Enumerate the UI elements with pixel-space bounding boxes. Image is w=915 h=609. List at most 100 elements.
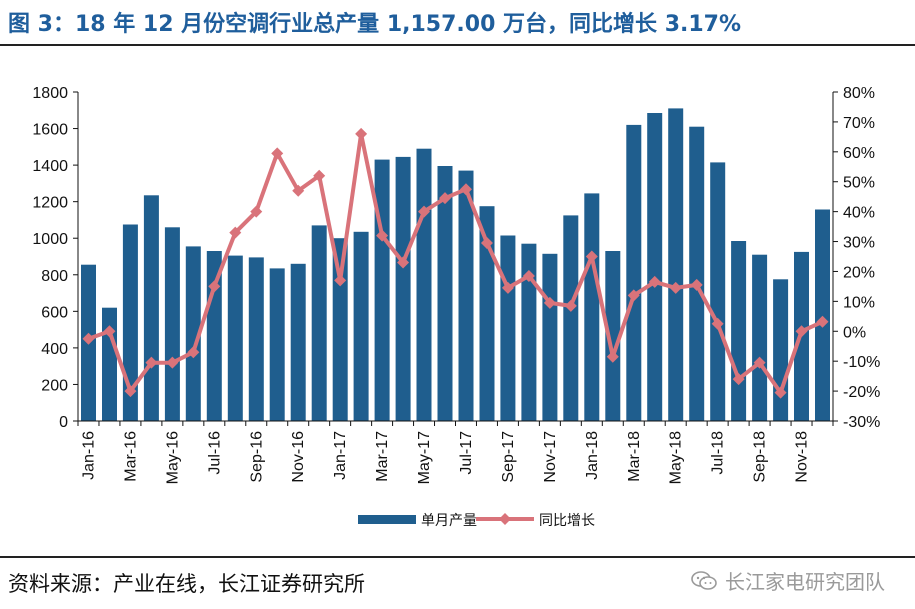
line-point (124, 385, 137, 398)
bar (563, 215, 579, 421)
line-point (795, 325, 808, 338)
line-point (774, 386, 787, 399)
x-tick-label: Jul-16 (206, 431, 223, 475)
line-point (439, 192, 452, 205)
line-point (334, 274, 347, 287)
line-point (418, 205, 431, 218)
line-series (82, 127, 829, 399)
y-right-tick-label: 60% (843, 145, 875, 162)
bar (731, 241, 747, 421)
y-right-tick-label: 70% (843, 115, 875, 132)
bar (710, 162, 726, 421)
y-right-tick-label: -30% (843, 414, 880, 431)
x-tick-label: Nov-16 (290, 431, 307, 483)
bar (437, 166, 453, 421)
y-right-tick-label: 30% (843, 235, 875, 252)
x-tick-label: May-18 (668, 431, 685, 484)
x-tick-label: Mar-16 (122, 431, 139, 482)
bar (353, 231, 369, 421)
bar (290, 263, 306, 421)
y-left-tick-label: 600 (41, 304, 68, 321)
bar (584, 193, 600, 421)
bar (395, 156, 411, 421)
bar (500, 235, 516, 421)
y-left-tick-label: 1200 (32, 195, 68, 212)
line-point (648, 275, 661, 288)
x-tick-label: Sep-16 (248, 431, 265, 483)
y-left-tick-label: 200 (41, 377, 68, 394)
line-point (564, 299, 577, 312)
wechat-icon (691, 570, 717, 590)
line-point (501, 281, 514, 294)
line-point (711, 317, 724, 330)
line-point (397, 256, 410, 269)
bar (227, 255, 243, 421)
bar (542, 253, 558, 421)
y-right-tick-label: 50% (843, 175, 875, 192)
bar (311, 225, 327, 421)
line-point (271, 147, 284, 160)
legend: 单月产量 同比增长 (358, 513, 595, 529)
bar (122, 224, 138, 421)
bar (479, 206, 495, 421)
bar (332, 238, 348, 421)
bar (605, 251, 621, 421)
bar (416, 148, 432, 421)
bar (458, 170, 474, 421)
line-point (459, 183, 472, 196)
y-left-tick-label: 800 (41, 268, 68, 285)
watermark: 长江家电研究团队 (691, 566, 885, 595)
line-point (627, 289, 640, 302)
line-point (585, 250, 598, 263)
line-point (606, 350, 619, 363)
x-tick-label: Jan-17 (332, 431, 349, 480)
x-tick-label: Jan-16 (80, 431, 97, 480)
bar (269, 268, 285, 421)
line-point (522, 269, 535, 282)
line-point (103, 325, 116, 338)
title-divider (0, 44, 915, 46)
y-right-tick-label: 20% (843, 264, 875, 281)
bar (143, 195, 159, 421)
line-point (208, 280, 221, 293)
bar (773, 279, 789, 421)
bar (102, 307, 117, 421)
y-left-tick-label: 1800 (32, 85, 68, 102)
line-point (166, 356, 179, 369)
y-right-tick-label: 0% (843, 324, 866, 341)
axes: 0 200 400 600 800 1000 1200 1400 1600 1800 -30% -20… (32, 85, 880, 431)
line-point (292, 184, 305, 197)
y-right-tick-label: -10% (843, 354, 880, 371)
line-point (690, 278, 703, 291)
chart-title: 图 3：18 年 12 月份空调行业总产量 1,157.00 万台，同比增长 3… (8, 12, 742, 37)
bar (689, 126, 705, 421)
bar (185, 246, 201, 421)
bar (248, 257, 264, 421)
x-tick-label: Jul-18 (710, 431, 727, 475)
x-tick-labels: Jan-16 Mar-16 May-16 Jul-16 Sep-16 Nov-16 Jan-… (80, 431, 810, 484)
y-right-tick-label: 80% (843, 85, 875, 102)
x-tick-label: Jan-18 (584, 431, 601, 480)
x-tick-label: Sep-17 (500, 431, 517, 483)
watermark-text: 长江家电研究团队 (725, 570, 885, 594)
bar (668, 108, 684, 422)
bar (752, 254, 768, 421)
source-note: 资料来源：产业在线，长江证券研究所 (8, 572, 365, 596)
y-left-tick-label: 1400 (32, 158, 68, 175)
bar (521, 243, 537, 421)
line-point (816, 315, 829, 328)
footer-divider (0, 556, 915, 558)
x-tick-label: Mar-18 (626, 431, 643, 482)
y-right-tick-label: 40% (843, 205, 875, 222)
x-tick-label: Nov-17 (542, 431, 559, 483)
line-point (187, 346, 200, 359)
line-point (313, 169, 326, 182)
line-point (145, 356, 158, 369)
x-tick-label: Sep-18 (752, 431, 769, 483)
x-tick-label: May-16 (164, 431, 181, 484)
line-point (229, 226, 242, 239)
legend-line-marker (499, 513, 511, 525)
legend-bar-swatch (358, 515, 416, 524)
x-tick-label: May-17 (416, 431, 433, 484)
